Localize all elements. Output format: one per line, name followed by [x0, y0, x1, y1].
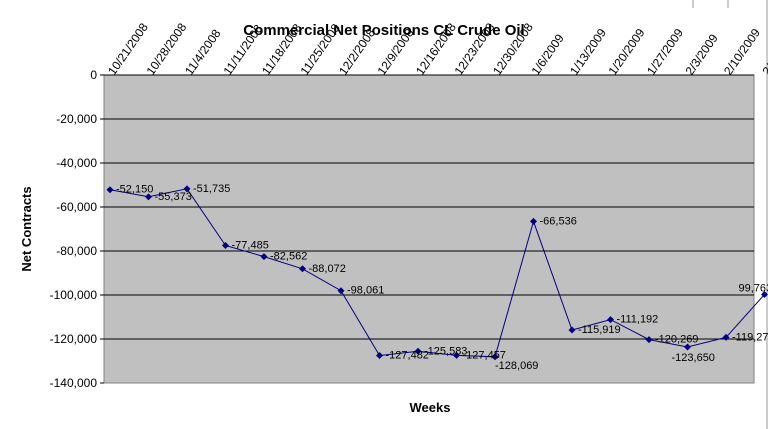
- data-point: [453, 351, 460, 359]
- y-axis-ticks: 0 -20,000 -40,000 -60,000 -80,000 -100,000 -12…: [50, 68, 104, 390]
- x-tick-label: 11/4/2008: [182, 26, 224, 77]
- y-tick-label: -60,000: [56, 200, 97, 214]
- y-tick-label: -20,000: [56, 112, 97, 126]
- data-point: [761, 290, 768, 298]
- x-tick-label: 2/10/2009: [721, 26, 763, 78]
- data-label: -115,919: [578, 324, 621, 336]
- x-tick-label: 1/27/2009: [644, 26, 686, 78]
- x-tick-label: 1/13/2009: [567, 26, 609, 78]
- data-label: -88,072: [309, 263, 346, 275]
- chart-title: Commercial Net Positions CL Crude Oil: [243, 22, 524, 39]
- data-label: -120,269: [655, 334, 698, 346]
- data-label: -111,192: [617, 314, 659, 326]
- data-point: [222, 241, 229, 249]
- data-labels: -52,150-55,373-51,735 -77,485-82,562-88,0…: [116, 183, 768, 372]
- data-label: -77,485: [232, 239, 269, 251]
- x-tick-label: 2/3/2009: [682, 31, 720, 78]
- data-point: [645, 336, 653, 344]
- data-label: -123,650: [672, 352, 715, 364]
- data-point: [106, 186, 114, 194]
- data-point: [530, 217, 537, 225]
- y-tick-label: -100,000: [50, 288, 98, 302]
- data-label: -127,457: [463, 349, 506, 361]
- data-label: -125,583: [424, 345, 467, 357]
- data-label: -55,373: [155, 191, 192, 203]
- data-label: -128,069: [495, 360, 538, 372]
- data-point: [337, 287, 345, 295]
- data-label: -66,536: [540, 215, 577, 227]
- data-label: -98,061: [347, 285, 384, 297]
- y-tick-label: -80,000: [56, 244, 97, 258]
- x-tick-label: 1/6/2009: [528, 31, 566, 78]
- plot-area: [103, 74, 755, 384]
- y-axis-title: Net Contracts: [19, 186, 34, 271]
- data-point: [183, 185, 191, 193]
- data-point: [684, 343, 691, 351]
- data-label: -119,275: [732, 331, 768, 343]
- data-label: -52,150: [116, 184, 153, 196]
- data-label: -127,482: [386, 349, 429, 361]
- x-tick-label: 1/20/2009: [605, 26, 647, 78]
- y-tick-label: -140,000: [50, 376, 98, 390]
- data-point: [414, 347, 422, 355]
- x-axis-title: Weeks: [410, 400, 451, 415]
- gridlines: [104, 74, 754, 340]
- data-point: [376, 351, 383, 359]
- y-tick-label: -40,000: [56, 156, 97, 170]
- y-tick-label: -120,000: [50, 332, 98, 346]
- data-label: -51,735: [193, 183, 230, 195]
- data-point: [299, 265, 306, 273]
- data-point: [722, 333, 730, 341]
- data-label: -82,562: [270, 251, 307, 263]
- data-point: [491, 353, 499, 361]
- data-point: [607, 316, 614, 324]
- y-tick-label: 0: [90, 68, 97, 82]
- series-markers: [106, 185, 768, 361]
- data-point: [568, 326, 576, 334]
- data-label: 99,763: [739, 282, 768, 294]
- data-point: [260, 253, 268, 261]
- data-point: [145, 193, 152, 201]
- series-line: [109, 188, 765, 358]
